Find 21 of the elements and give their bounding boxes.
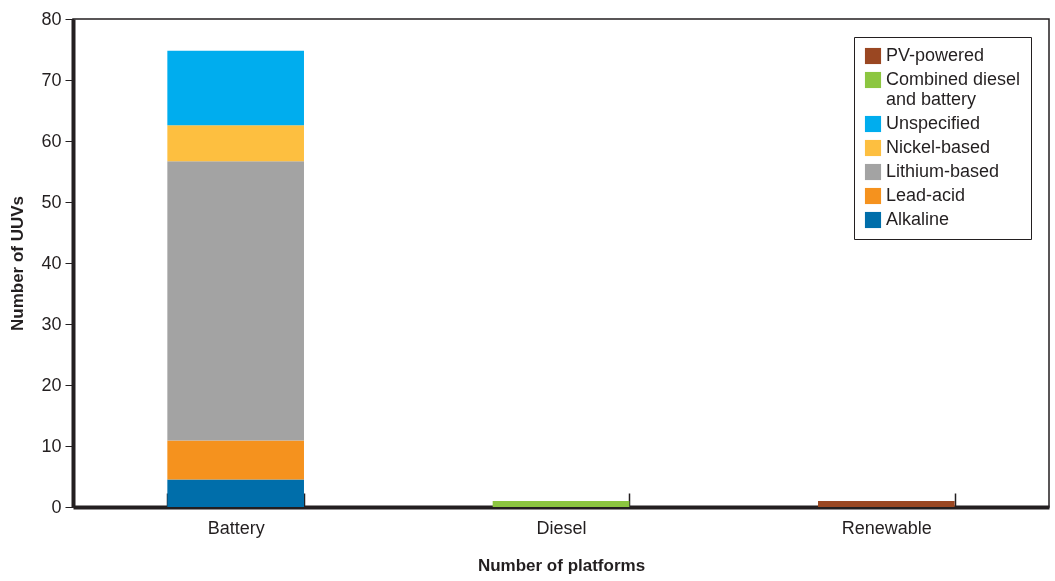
y-tick-label: 50 xyxy=(41,191,62,212)
x-tick-label: Renewable xyxy=(841,517,932,538)
legend-label: Lead-acid xyxy=(886,185,966,205)
x-axis-title: Number of platforms xyxy=(477,555,646,575)
y-tick-label: 70 xyxy=(41,69,62,90)
y-tick-label: 10 xyxy=(41,435,62,456)
legend-label: PV-powered xyxy=(886,45,985,65)
y-tick-label: 30 xyxy=(41,313,62,334)
legend-label: Nickel-based xyxy=(886,137,991,157)
y-tick-label: 20 xyxy=(41,374,62,395)
y-tick-label: 80 xyxy=(41,8,62,29)
y-tick-label: 0 xyxy=(51,496,62,517)
y-tick-label: 60 xyxy=(41,130,62,151)
y-tick-label: 40 xyxy=(41,252,62,273)
x-tick-label: Diesel xyxy=(536,517,587,538)
x-tick-label: Battery xyxy=(207,517,265,538)
legend-label: Alkaline xyxy=(886,209,950,229)
y-axis-title: Number of UUVs xyxy=(8,195,28,332)
legend-label: Unspecified xyxy=(886,113,981,133)
legend-label: Lithium-based xyxy=(886,161,1000,181)
legend-label: Combined diesel and battery xyxy=(886,69,1021,109)
